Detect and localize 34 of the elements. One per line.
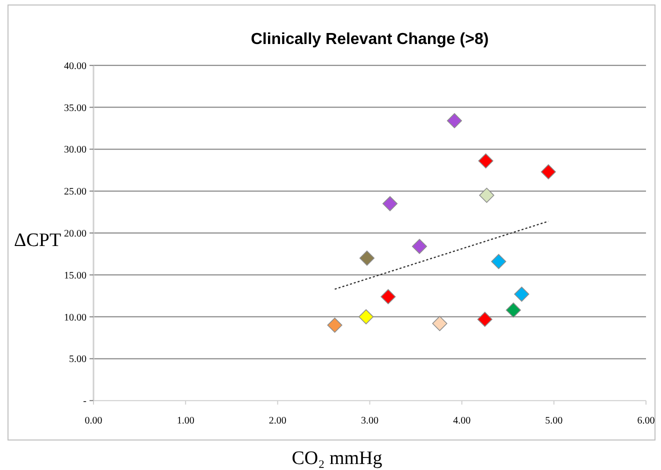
y-tick-label: 30.00 [64,144,86,156]
x-tick-label: 0.00 [84,416,102,427]
x-tick-label: 4.00 [453,416,471,427]
point [477,312,492,327]
point [514,286,530,302]
y-tick-label: 20.00 [64,228,86,240]
y-tick-label: 15.00 [64,270,86,282]
point [327,318,342,333]
x-tick-label: 6.00 [637,416,655,427]
y-tick-label: 5.00 [69,354,86,366]
x-axis-title: CO₂ mmHg [292,448,383,469]
point [446,113,462,128]
y-tick-label: 35.00 [64,102,86,114]
y-tick-label: 25.00 [64,186,86,198]
x-tick-label: 2.00 [268,416,286,427]
x-tick-label: 5.00 [545,416,563,427]
point [479,188,494,203]
point [478,153,494,168]
point [380,289,396,304]
point [412,238,428,254]
point [359,250,375,266]
point [432,316,448,332]
chart-title: Clinically Relevant Change (>8) [250,31,489,48]
point [358,309,374,324]
y-tick-label: - [83,396,86,408]
point [540,164,556,180]
x-tick-label: 3.00 [361,416,378,427]
point [506,302,521,318]
point [382,196,398,212]
y-axis-title: ΔCPT [14,230,62,251]
point [491,254,506,270]
y-tick-label: 10.00 [64,312,86,324]
y-tick-label: 40.00 [64,60,86,72]
x-tick-label: 1.00 [176,416,194,427]
